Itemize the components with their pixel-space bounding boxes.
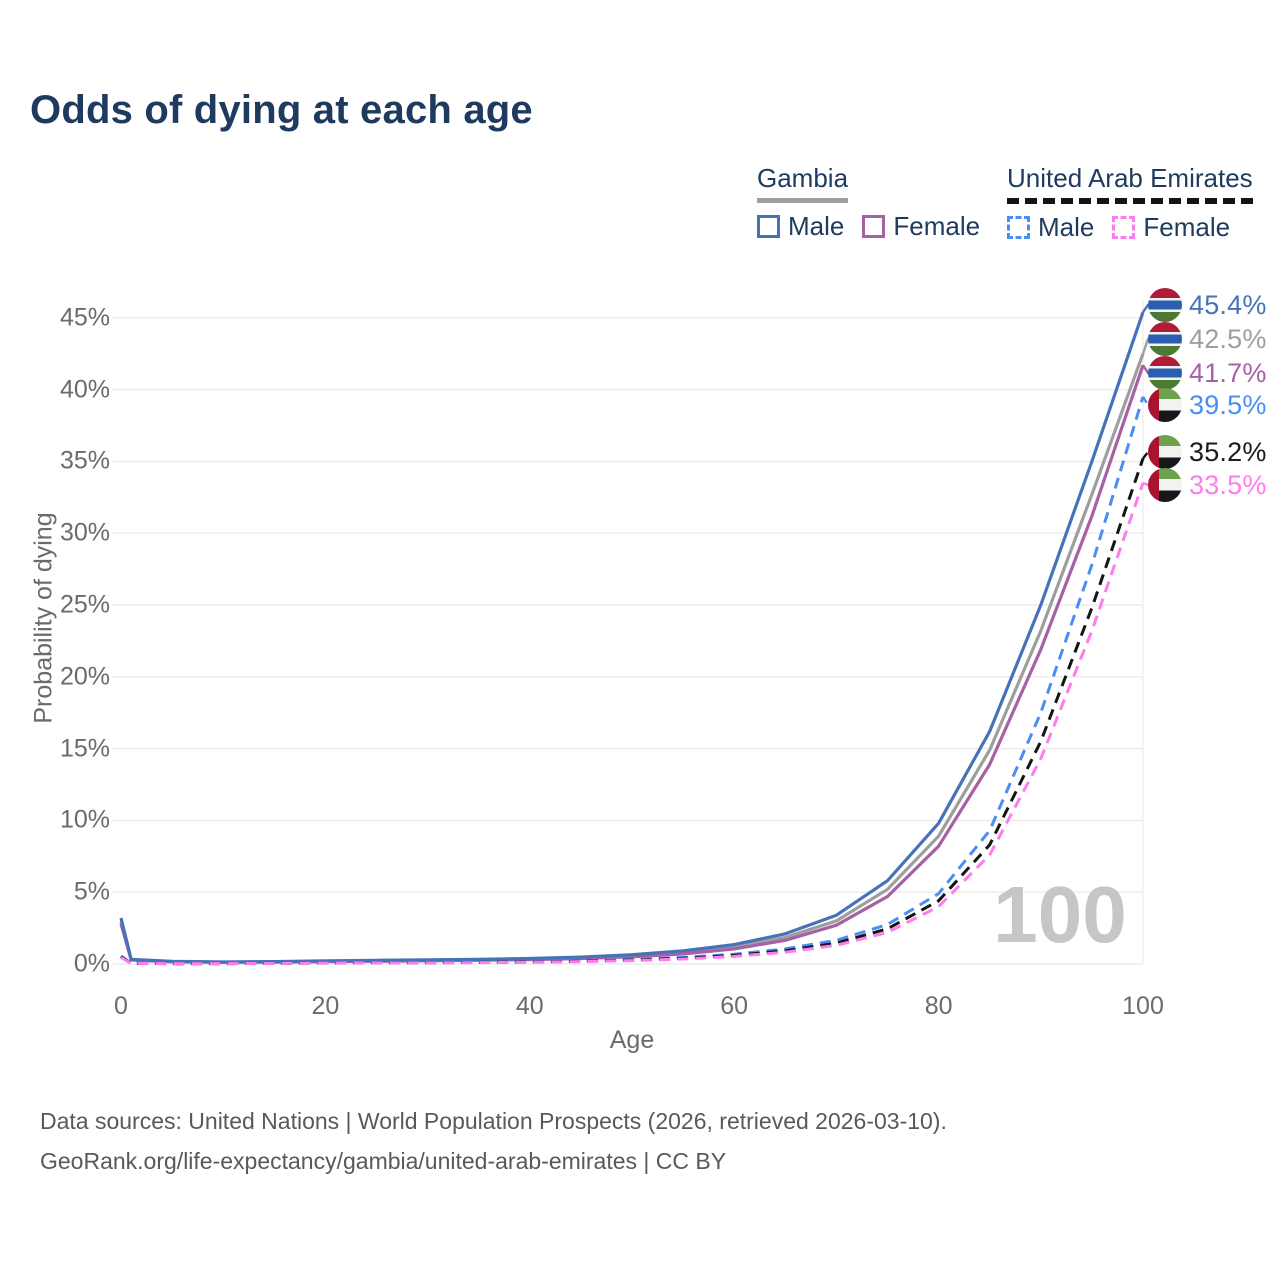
x-tick-label: 0	[114, 992, 128, 1020]
y-tick-label: 15%	[59, 734, 110, 763]
legend-item-gambia-female: Female	[862, 211, 980, 242]
series-line-1	[119, 353, 1145, 964]
x-tick-label: 20	[311, 992, 340, 1020]
end-label-row: 33.5%	[1148, 468, 1267, 502]
y-tick-label: 40%	[59, 375, 110, 404]
legend-swatch-icon	[757, 215, 780, 238]
end-label-row: 41.7%	[1148, 356, 1267, 390]
y-tick-label: 0%	[73, 949, 110, 978]
legend-item-label: Female	[1143, 212, 1231, 242]
uae-flag-icon	[1148, 435, 1182, 469]
y-tick-label: 10%	[59, 805, 110, 834]
legend-group-uae: United Arab Emirates Male Female	[1007, 163, 1253, 243]
legend-group-gambia: Gambia Male Female	[757, 163, 980, 242]
series-line-0	[119, 311, 1145, 964]
legend-item-label: Female	[893, 211, 981, 241]
x-tick-label: 80	[924, 992, 953, 1020]
end-value-label: 41.7%	[1189, 357, 1267, 388]
y-tick-label: 30%	[59, 518, 110, 547]
footer-license-line: GeoRank.org/life-expectancy/gambia/unite…	[40, 1148, 727, 1174]
legend-item-label: Male	[788, 211, 845, 241]
page-title: Odds of dying at each age	[30, 88, 533, 132]
gambia-flag-icon	[1148, 288, 1182, 322]
y-tick-label: 35%	[59, 446, 110, 475]
end-value-label: 45.4%	[1189, 289, 1267, 320]
series-line-5	[120, 482, 1145, 966]
end-value-label: 39.5%	[1189, 389, 1267, 420]
x-tick-label: 100	[1122, 992, 1164, 1020]
legend-heading-uae: United Arab Emirates	[1007, 163, 1253, 204]
x-axis-title: Age	[609, 1026, 655, 1054]
end-label-row: 39.5%	[1148, 388, 1267, 422]
legend-swatch-icon	[1112, 216, 1136, 239]
legend-swatch-icon	[862, 215, 886, 238]
end-label-row: 42.5%	[1148, 322, 1267, 356]
x-tick-label: 60	[720, 992, 749, 1020]
series-line-3	[120, 396, 1145, 966]
series-line-4	[120, 458, 1145, 966]
gambia-flag-icon	[1148, 322, 1182, 356]
legend-items-uae: Male Female	[1007, 212, 1253, 243]
series-line-2	[119, 364, 1145, 964]
legend-item-united-arab-emirates-male: Male	[1007, 212, 1094, 243]
end-label-row: 35.2%	[1148, 435, 1267, 469]
end-label-row: 45.4%	[1148, 288, 1267, 322]
end-value-label: 42.5%	[1189, 323, 1267, 354]
legend-item-gambia-male: Male	[757, 211, 844, 242]
y-tick-label: 5%	[73, 877, 110, 906]
legend-swatch-icon	[1007, 216, 1030, 239]
uae-flag-icon	[1148, 468, 1182, 502]
legend-items-gambia: Male Female	[757, 211, 980, 242]
gambia-flag-icon	[1148, 356, 1182, 390]
y-tick-label: 20%	[59, 662, 110, 691]
y-axis-title: Probability of dying	[29, 512, 58, 724]
uae-flag-icon	[1148, 388, 1182, 422]
end-value-label: 33.5%	[1189, 469, 1267, 500]
x-tick-label: 40	[515, 992, 544, 1020]
y-tick-label: 45%	[59, 303, 110, 332]
legend-item-label: Male	[1038, 212, 1095, 242]
y-tick-label: 25%	[59, 590, 110, 619]
legend-heading-gambia: Gambia	[757, 163, 849, 203]
end-value-label: 35.2%	[1189, 436, 1267, 467]
legend-item-united-arab-emirates-female: Female	[1112, 212, 1230, 243]
age-watermark: 100	[993, 870, 1127, 959]
footer-source-line: Data sources: United Nations | World Pop…	[40, 1108, 947, 1134]
